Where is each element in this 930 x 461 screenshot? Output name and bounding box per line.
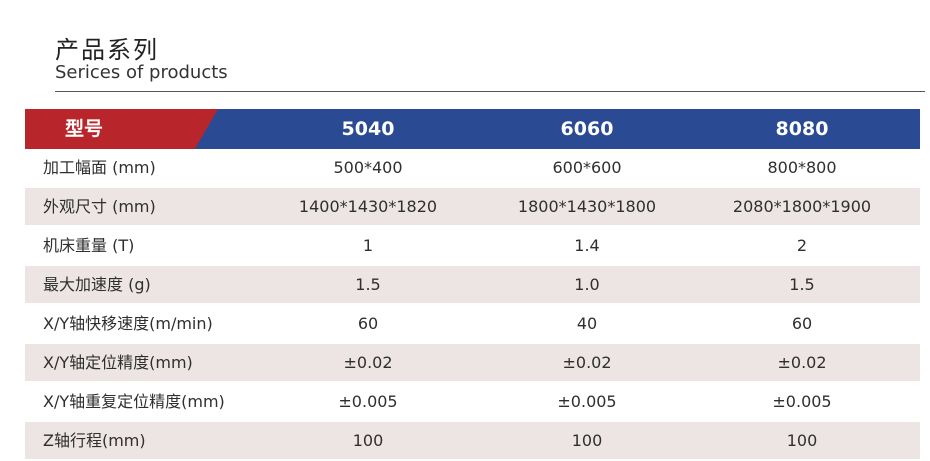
spec-label: X/Y轴定位精度(mm)	[43, 353, 193, 372]
spec-value: 1.4	[574, 236, 600, 255]
table-row: 加工幅面 (mm) 500*400 600*600 800*800	[25, 149, 920, 188]
title-divider	[55, 91, 925, 92]
spec-value: 1.5	[355, 275, 381, 294]
spec-label: 最大加速度 (g)	[43, 275, 151, 294]
spec-label: 外观尺寸 (mm)	[43, 197, 156, 216]
table-row: 机床重量 (T) 1 1.4 2	[25, 227, 920, 266]
spec-value: 40	[576, 314, 598, 333]
spec-label: 加工幅面 (mm)	[43, 158, 156, 177]
spec-value: ±0.005	[772, 392, 832, 411]
spec-value: ±0.02	[562, 353, 612, 372]
spec-value: 1.5	[789, 275, 815, 294]
table-row: 外观尺寸 (mm) 1400*1430*1820 1800*1430*1800 …	[25, 188, 920, 227]
spec-label: Z轴行程(mm)	[43, 431, 146, 450]
table-row: X/Y轴快移速度(m/min) 60 40 60	[25, 305, 920, 344]
spec-value: 60	[357, 314, 379, 333]
spec-value: 1800*1430*1800	[517, 197, 657, 216]
product-spec-table: 型号 5040 6060 8080 加工幅面 (mm) 500*400 600*…	[25, 109, 920, 461]
table-row: X/Y轴定位精度(mm) ±0.02 ±0.02 ±0.02	[25, 344, 920, 383]
spec-value: 2	[796, 236, 808, 255]
spec-value: ±0.02	[777, 353, 827, 372]
table-row: X/Y轴重复定位精度(mm) ±0.005 ±0.005 ±0.005	[25, 383, 920, 422]
header-model-5040: 5040	[341, 118, 395, 140]
spec-label: 机床重量 (T)	[43, 236, 135, 255]
section-title-en: Serices of products	[55, 62, 228, 83]
spec-value: 1	[362, 236, 374, 255]
header-model-label: 型号	[65, 118, 104, 140]
table-row: Z轴行程(mm) 100 100 100	[25, 422, 920, 461]
spec-value: 600*600	[552, 158, 622, 177]
spec-value: 100	[571, 431, 603, 450]
header-red-accent	[25, 109, 218, 149]
spec-value: 1.0	[574, 275, 600, 294]
table-row: 最大加速度 (g) 1.5 1.0 1.5	[25, 266, 920, 305]
spec-value: 500*400	[333, 158, 403, 177]
table-header-row: 型号 5040 6060 8080	[25, 109, 920, 149]
spec-value: 800*800	[767, 158, 837, 177]
spec-label: X/Y轴重复定位精度(mm)	[43, 392, 225, 411]
spec-value: ±0.02	[343, 353, 393, 372]
spec-value: 100	[786, 431, 818, 450]
header-model-8080: 8080	[775, 118, 829, 140]
spec-value: 60	[791, 314, 813, 333]
spec-value: 2080*1800*1900	[732, 197, 872, 216]
spec-value: 1400*1430*1820	[298, 197, 438, 216]
spec-value: ±0.005	[338, 392, 398, 411]
spec-value: ±0.005	[557, 392, 617, 411]
spec-label: X/Y轴快移速度(m/min)	[43, 314, 213, 333]
spec-value: 100	[352, 431, 384, 450]
header-model-6060: 6060	[560, 118, 614, 140]
section-title-cn: 产品系列	[55, 36, 159, 64]
